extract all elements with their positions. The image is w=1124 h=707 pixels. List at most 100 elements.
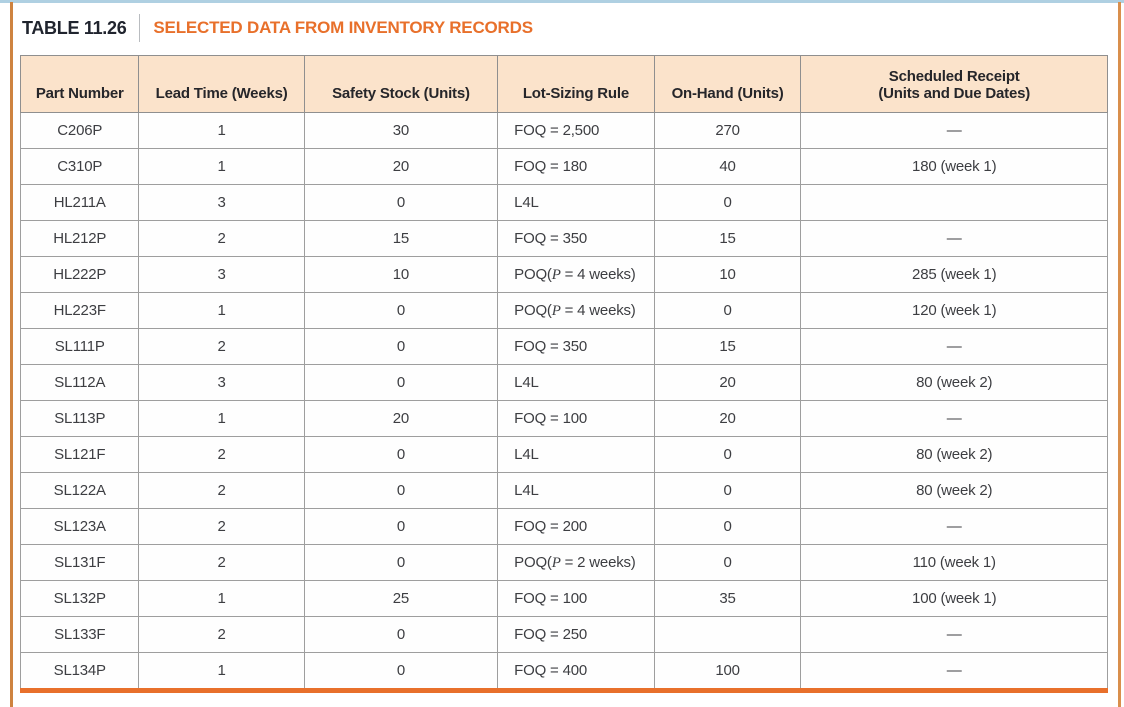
lot-rule-cell: FOQ = 350 [497,328,655,365]
lead-time-cell: 2 [138,544,305,581]
safety-stock-cell: 20 [303,148,499,185]
on-hand-cell: 20 [653,364,802,401]
part-number-cell: HL211A [19,184,140,221]
lead-time-cell: 1 [138,580,305,617]
col-header-text: On-Hand (Units) [671,85,784,102]
safety-stock-cell: 0 [303,184,499,221]
safety-stock-cell: 15 [303,220,499,257]
scheduled-receipt-cell: 180 (week 1) [800,148,1108,185]
scheduled-receipt-cell: 120 (week 1) [800,292,1108,329]
scheduled-receipt-cell: 100 (week 1) [800,580,1108,617]
table-figure: TABLE 11.26 SELECTED DATA FROM INVENTORY… [19,10,1108,693]
table-row: C310P 1 20 FOQ = 180 40 180 (week 1) [19,148,1108,185]
lead-time-cell: 2 [138,220,305,257]
part-number-cell: SL122A [19,472,140,509]
lot-rule-cell: POQ(P = 4 weeks) [497,292,655,329]
part-number-cell: SL113P [19,400,140,437]
lead-time-cell: 1 [138,292,305,329]
safety-stock-cell: 0 [303,472,499,509]
scheduled-receipt-cell: — [800,616,1108,653]
part-number-cell: HL223F [19,292,140,329]
lot-rule-cell: L4L [497,472,655,509]
col-header-text-line1: Scheduled Receipt [888,68,1020,85]
table-row: SL134P 1 0 FOQ = 400 100— [19,652,1108,688]
col-header-lead-time: Lead Time (Weeks) [138,55,305,113]
lead-time-cell: 2 [138,328,305,365]
scheduled-receipt-cell: — [800,328,1108,365]
inventory-table-wrap: Part Number Lead Time (Weeks) Safety Sto… [19,55,1108,693]
lot-rule-cell: FOQ = 400 [497,652,655,688]
part-number-cell: SL121F [19,436,140,473]
col-header-text: Lead Time (Weeks) [155,85,288,102]
right-accent-rule [1118,2,1121,707]
lead-time-cell: 2 [138,472,305,509]
col-header-on-hand: On-Hand (Units) [653,55,802,113]
table-row: HL222P 3 10 POQ(P = 4 weeks) 10 285 (week 1) [19,256,1108,293]
scheduled-receipt-cell [800,184,1108,221]
inventory-records-table: Part Number Lead Time (Weeks) Safety Sto… [19,55,1108,688]
header-row: Part Number Lead Time (Weeks) Safety Sto… [19,55,1108,113]
on-hand-cell: 0 [653,184,802,221]
table-row: SL113P 1 20 FOQ = 100 20— [19,400,1108,437]
scheduled-receipt-cell: — [800,508,1108,545]
col-header-part-number: Part Number [19,55,140,113]
lot-rule-cell: POQ(P = 4 weeks) [497,256,655,293]
caption-divider [139,14,141,42]
part-number-cell: SL112A [19,364,140,401]
table-row: SL122A 2 0 L4L 0 80 (week 2) [19,472,1108,509]
lead-time-cell: 1 [138,148,305,185]
part-number-cell: SL123A [19,508,140,545]
table-row: HL211A 3 0 L4L 0 [19,184,1108,221]
part-number-cell: HL212P [19,220,140,257]
lead-time-cell: 3 [138,364,305,401]
col-header-text-line2: (Units and Due Dates) [878,85,1031,102]
part-number-cell: C206P [19,112,140,149]
on-hand-cell: 0 [653,292,802,329]
page-top-edge-line [0,0,1124,3]
table-row: C206P 1 30 FOQ = 2,500 270— [19,112,1108,149]
on-hand-cell: 35 [653,580,802,617]
safety-stock-cell: 0 [303,436,499,473]
scheduled-receipt-cell: 80 (week 2) [800,472,1108,509]
safety-stock-cell: 0 [303,508,499,545]
lead-time-cell: 2 [138,436,305,473]
lot-rule-cell: FOQ = 100 [497,400,655,437]
lot-rule-cell: FOQ = 200 [497,508,655,545]
safety-stock-cell: 20 [303,400,499,437]
part-number-cell: SL132P [19,580,140,617]
lot-rule-cell: FOQ = 100 [497,580,655,617]
lot-rule-cell: L4L [497,436,655,473]
safety-stock-cell: 10 [303,256,499,293]
table-row: SL112A 3 0 L4L 20 80 (week 2) [19,364,1108,401]
lead-time-cell: 3 [138,184,305,221]
part-number-cell: SL134P [19,652,140,688]
lot-rule-cell: L4L [497,364,655,401]
col-header-text: Part Number [35,85,124,102]
scheduled-receipt-cell: — [800,112,1108,149]
lead-time-cell: 1 [138,652,305,688]
table-row: SL132P 1 25 FOQ = 100 35 100 (week 1) [19,580,1108,617]
part-number-cell: HL222P [19,256,140,293]
lot-rule-cell: FOQ = 350 [497,220,655,257]
safety-stock-cell: 30 [303,112,499,149]
col-header-text: Lot-Sizing Rule [522,85,629,102]
scheduled-receipt-cell: — [800,220,1108,257]
table-row: SL121F 2 0 L4L 0 80 (week 2) [19,436,1108,473]
on-hand-cell: 15 [653,220,802,257]
lead-time-cell: 2 [138,616,305,653]
part-number-cell: SL111P [19,328,140,365]
safety-stock-cell: 0 [303,328,499,365]
on-hand-cell: 270 [653,112,802,149]
table-row: SL133F 2 0 FOQ = 250 — [19,616,1108,653]
table-row: SL123A 2 0 FOQ = 200 0— [19,508,1108,545]
part-number-cell: C310P [19,148,140,185]
lot-rule-cell: POQ(P = 2 weeks) [497,544,655,581]
table-title: SELECTED DATA FROM INVENTORY RECORDS [153,18,533,37]
part-number-cell: SL131F [19,544,140,581]
safety-stock-cell: 0 [303,652,499,688]
scheduled-receipt-cell: 80 (week 2) [800,364,1108,401]
on-hand-cell: 0 [653,472,802,509]
table-row: HL212P 2 15 FOQ = 350 15— [19,220,1108,257]
on-hand-cell: 15 [653,328,802,365]
